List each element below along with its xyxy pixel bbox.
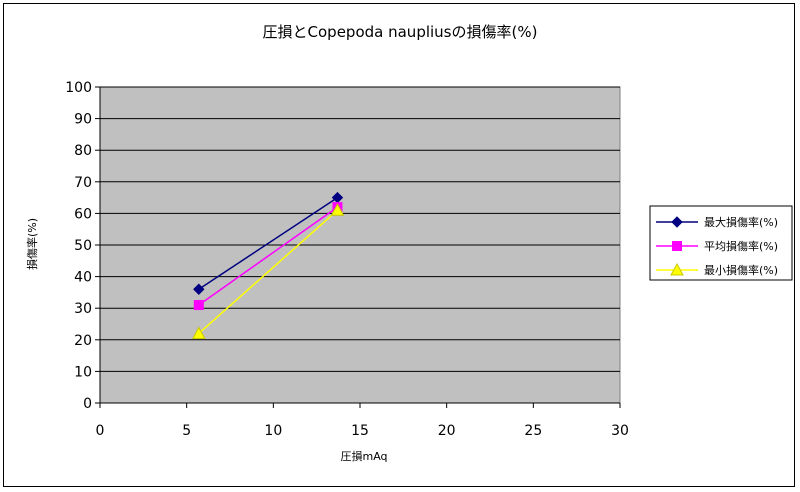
series-line	[198, 206, 338, 306]
legend-marker	[670, 262, 684, 276]
y-tick-label: 0	[83, 396, 92, 412]
y-tick-label: 50	[74, 238, 92, 254]
series-3	[191, 203, 345, 339]
y-axis-label: 損傷率(%)	[25, 218, 39, 270]
y-tick-label: 20	[74, 333, 92, 349]
legend-label: 最大損傷率(%)	[704, 215, 778, 229]
y-tick-label: 80	[74, 143, 92, 159]
x-tick-label: 10	[264, 423, 282, 439]
x-tick-label: 25	[524, 423, 542, 439]
x-tick-labels: 0 5 10 15 20 25 30	[96, 423, 629, 439]
x-tick-label: 0	[96, 423, 105, 439]
series-line	[198, 196, 338, 290]
legend-marker	[672, 241, 682, 251]
x-tick-label: 15	[351, 423, 369, 439]
y-tick-labels: 0 10 20 30 40 50 60 70 80 90 100	[65, 80, 92, 412]
y-tick-label: 90	[74, 112, 92, 128]
y-tick-label: 30	[74, 301, 92, 317]
data-point	[191, 326, 206, 339]
y-tick-label: 70	[74, 175, 92, 191]
data-point	[193, 283, 205, 295]
data-point	[330, 203, 345, 216]
y-tick-label: 40	[74, 270, 92, 286]
x-axis-label: 圧損mAq	[340, 449, 387, 463]
y-tick-label: 100	[65, 80, 92, 96]
legend: 最大損傷率(%) 平均損傷率(%) 最小損傷率(%)	[649, 205, 793, 281]
x-tick-label: 20	[438, 423, 456, 439]
y-tick-label: 60	[74, 206, 92, 222]
legend-item: 平均損傷率(%)	[656, 239, 778, 253]
legend-label: 平均損傷率(%)	[704, 239, 778, 253]
legend-marker	[671, 216, 683, 228]
series-layer	[191, 191, 345, 339]
legend-item: 最大損傷率(%)	[656, 215, 778, 229]
series-1	[193, 191, 344, 295]
legend-label: 最小損傷率(%)	[704, 263, 778, 277]
axes	[95, 86, 621, 408]
legend-item: 最小損傷率(%)	[656, 262, 778, 277]
x-tick-label: 30	[611, 423, 629, 439]
gridlines	[100, 86, 620, 372]
data-point	[193, 300, 204, 311]
y-tick-label: 10	[74, 364, 92, 380]
x-tick-label: 5	[182, 423, 191, 439]
series-line	[198, 209, 338, 335]
chart-title: 圧損とCopepoda naupliusの損傷率(%)	[263, 23, 538, 41]
